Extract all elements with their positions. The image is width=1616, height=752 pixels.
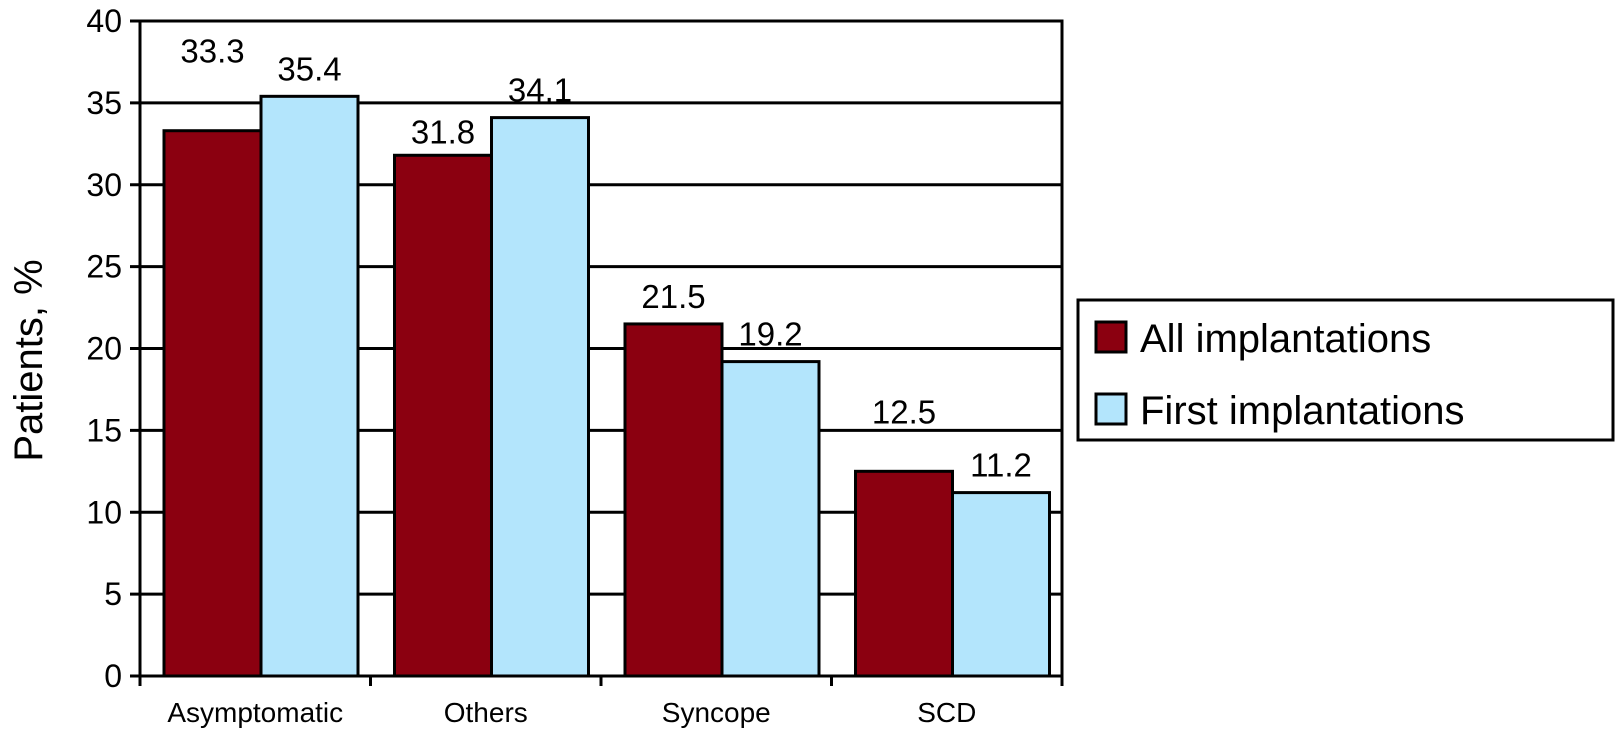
- y-tick-label: 40: [86, 3, 122, 39]
- data-labels: 33.3 31.8 21.5 12.5 35.4 34.1 19.2 11.2: [180, 32, 1032, 483]
- y-axis: 0 5 10 15 20 25 30 35 40: [86, 3, 140, 694]
- bar: [259, 94, 360, 678]
- bar: [393, 153, 493, 678]
- x-tick-label: Others: [444, 697, 528, 728]
- y-tick-label: 5: [104, 576, 122, 612]
- legend-swatch: [1094, 320, 1128, 354]
- x-tick-label: SCD: [917, 697, 976, 728]
- y-tick-label: 15: [86, 412, 122, 448]
- bar: [623, 322, 724, 678]
- data-label: 31.8: [411, 114, 475, 151]
- bars: [162, 94, 1051, 678]
- bar: [162, 129, 263, 678]
- legend-label: First implantations: [1140, 389, 1465, 433]
- bar: [854, 469, 954, 678]
- y-tick-label: 35: [86, 85, 122, 121]
- data-label: 34.1: [508, 72, 572, 109]
- legend-label: All implantations: [1140, 317, 1431, 361]
- x-axis: Asymptomatic Others Syncope SCD: [138, 676, 1064, 728]
- bar: [490, 116, 590, 678]
- bar: [720, 360, 821, 678]
- legend-box: [1076, 298, 1615, 442]
- x-tick-label: Syncope: [662, 697, 771, 728]
- data-label: 21.5: [641, 278, 705, 315]
- y-tick-label: 20: [86, 331, 122, 367]
- data-label: 11.2: [970, 447, 1032, 484]
- data-label: 19.2: [738, 316, 802, 353]
- data-label: 35.4: [277, 50, 341, 87]
- y-tick-label: 30: [86, 167, 122, 203]
- x-tick-label: Asymptomatic: [167, 697, 343, 728]
- y-tick-label: 10: [86, 494, 122, 530]
- legend: All implantations First implantations: [1076, 298, 1615, 442]
- y-tick-label: 25: [86, 249, 122, 285]
- y-tick-label: 0: [104, 658, 122, 694]
- y-axis-title: Patients, %: [7, 259, 51, 461]
- data-label: 33.3: [180, 32, 244, 69]
- bar: [951, 491, 1051, 678]
- legend-swatch: [1094, 392, 1128, 426]
- data-label: 12.5: [872, 393, 936, 430]
